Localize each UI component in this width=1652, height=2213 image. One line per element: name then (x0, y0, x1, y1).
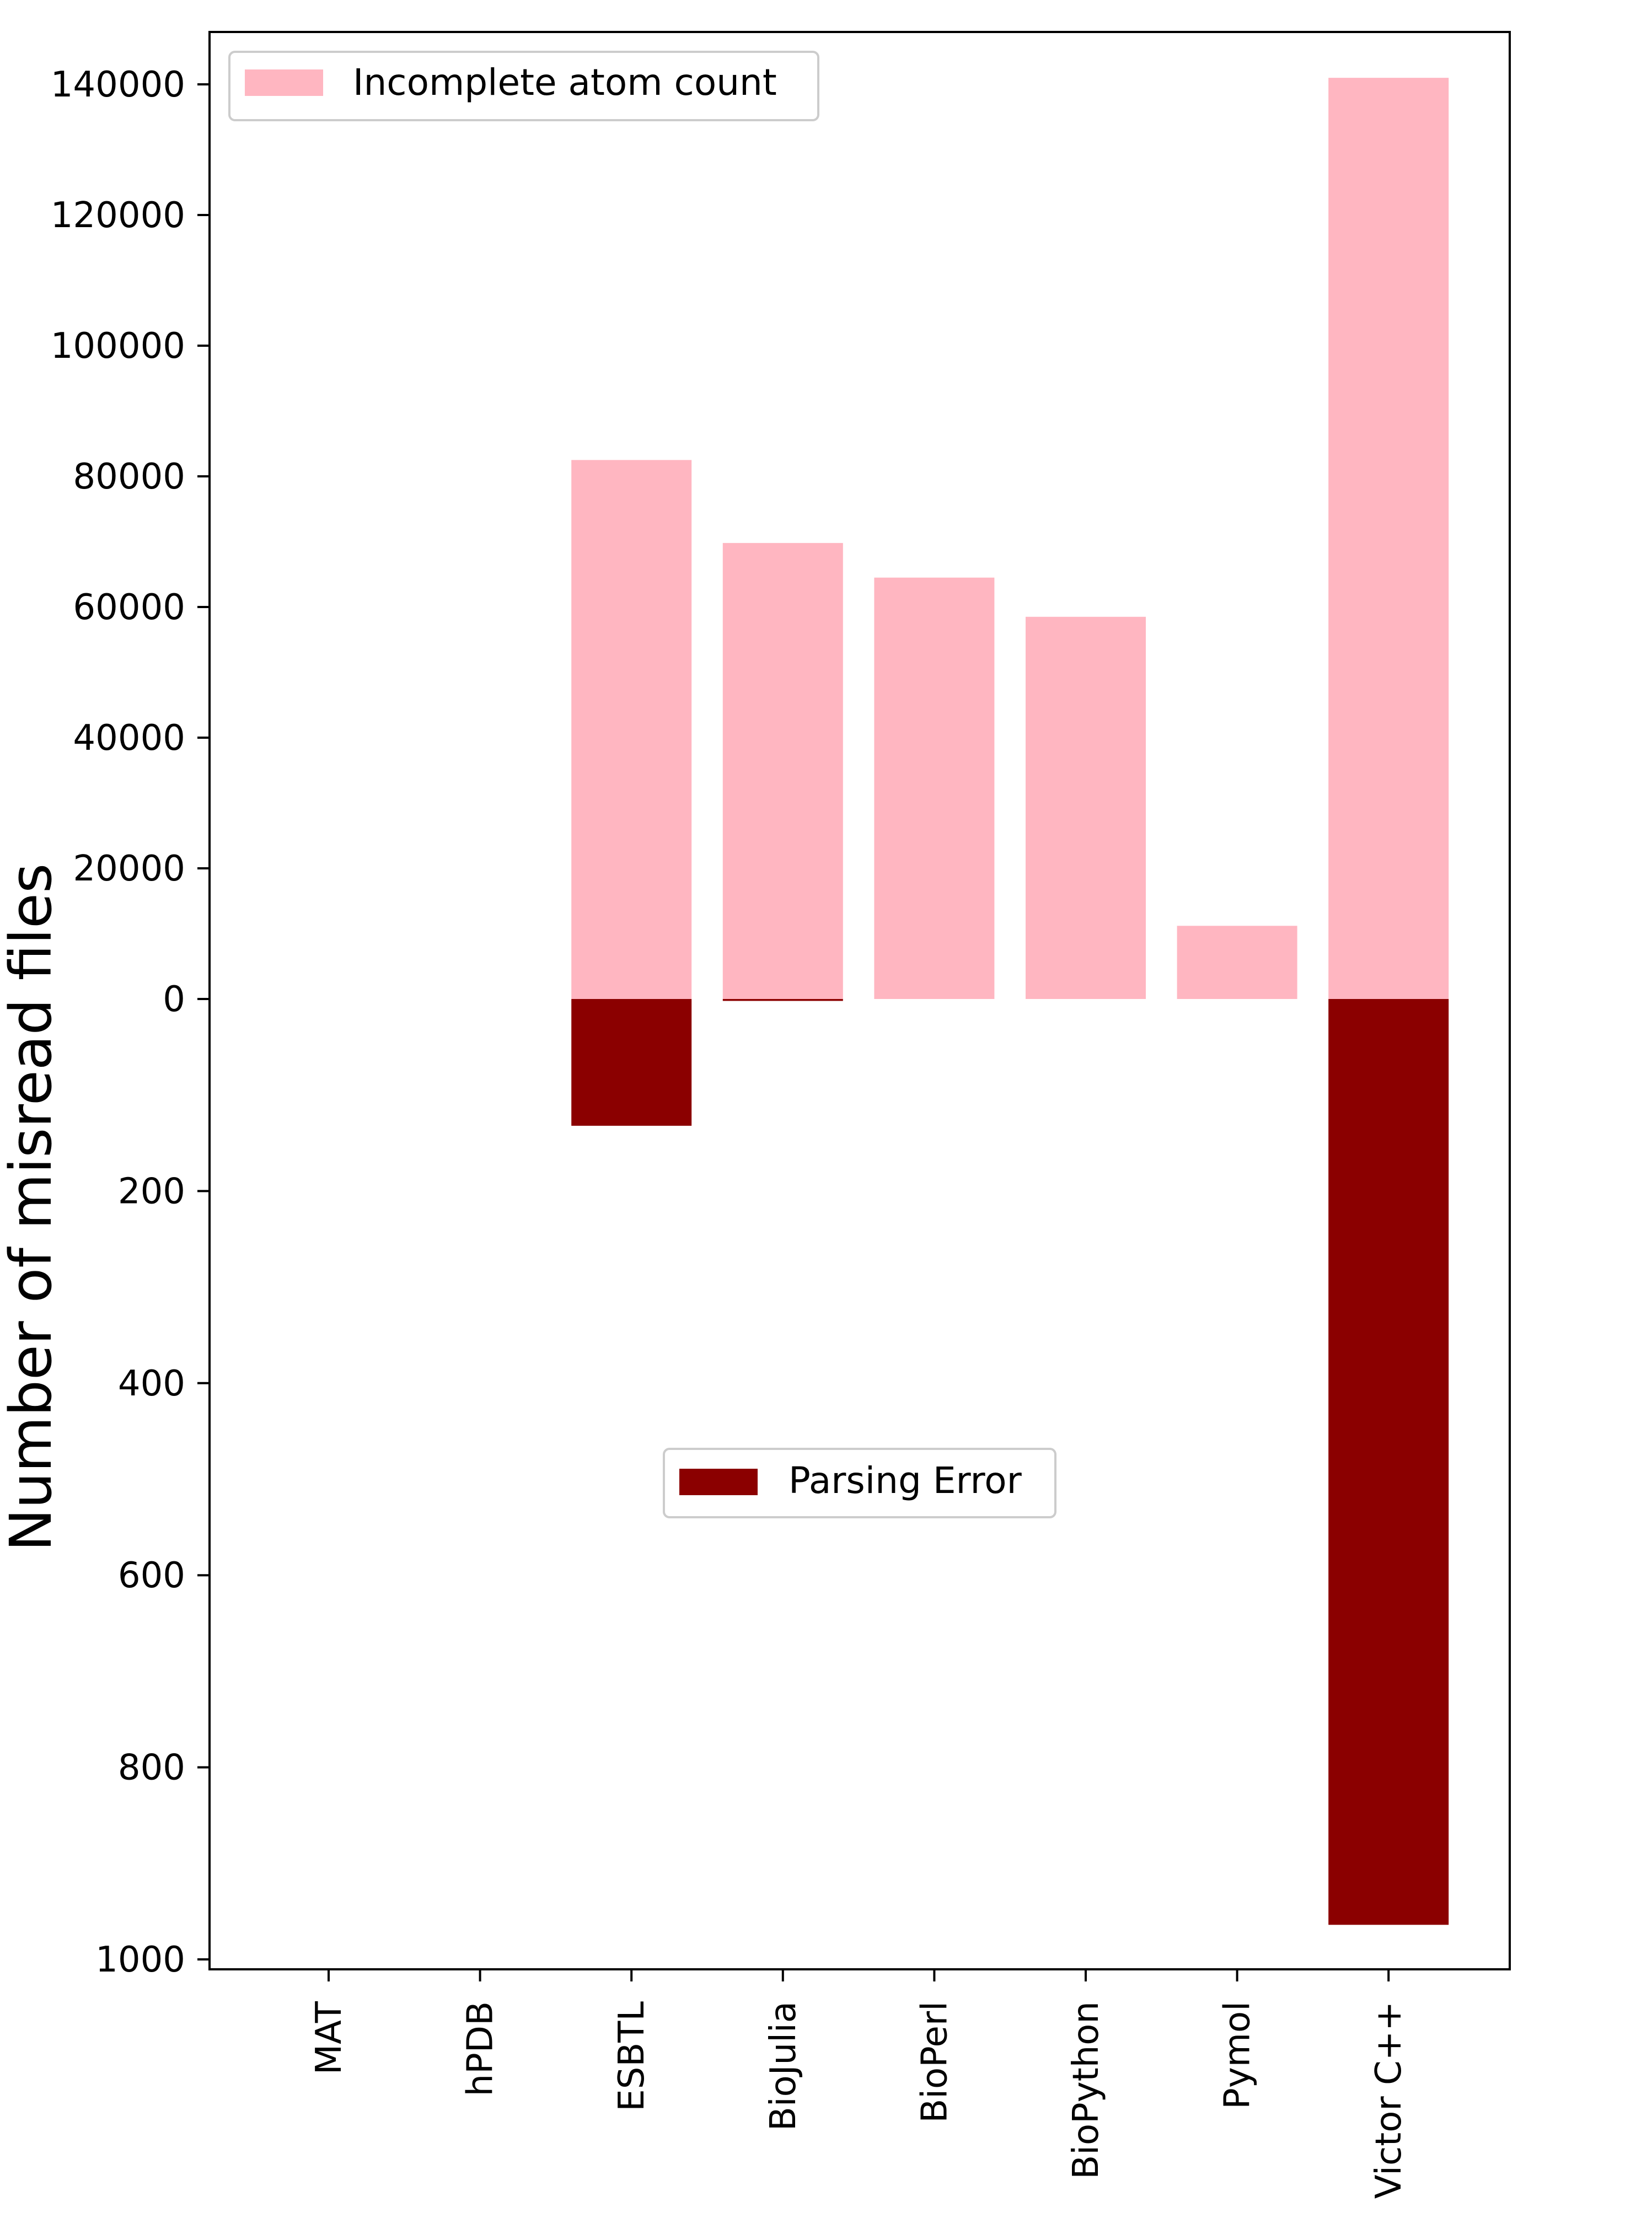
y-tick-label: 120000 (51, 195, 185, 236)
bar-incomplete-atom-count-pymol (1177, 926, 1297, 999)
bars-parsing-error (571, 999, 1449, 1925)
bar-parsing-error-victor-c (1328, 999, 1449, 1925)
y-tick-label: 200 (118, 1171, 185, 1212)
legend-frame (228, 51, 819, 121)
x-tick-label-biopython: BioPython (1066, 2001, 1107, 2179)
x-tick-label-pymol: Pymol (1217, 2001, 1258, 2109)
legend-incomplete-atom-count: Incomplete atom count (228, 51, 819, 121)
y-tick-label: 60000 (73, 587, 185, 628)
legend-label: Parsing Error (789, 1459, 1022, 1502)
legend-frame (663, 1448, 1056, 1518)
bar-incomplete-atom-count-esbtl (571, 460, 692, 999)
y-tick-label: 800 (118, 1748, 185, 1788)
x-tick-label-hpdb: hPDB (460, 2001, 501, 2096)
legend-label: Incomplete atom count (353, 61, 777, 104)
x-tick-label-biojulia: BioJulia (763, 2001, 804, 2131)
y-tick-label: 20000 (73, 848, 185, 889)
x-axis: MAT hPDB ESBTL BioJulia BioPerl BioPython Pymo… (309, 1969, 1409, 2199)
y-axis: 0 20000 40000 60000 80000 100000 120000 140000 2… (51, 65, 210, 1980)
y-tick-label: 40000 (73, 718, 185, 759)
y-tick-label: 140000 (51, 65, 185, 105)
bar-incomplete-atom-count-victor-c (1328, 78, 1449, 999)
x-tick-label-esbtl: ESBTL (612, 2001, 652, 2112)
bar-incomplete-atom-count-biopython (1026, 616, 1146, 999)
y-tick-label: 80000 (73, 456, 185, 497)
y-tick-label: 0 (163, 979, 185, 1020)
bar-parsing-error-esbtl (571, 999, 692, 1126)
bar-parsing-error-biojulia (722, 999, 843, 1001)
bar-incomplete-atom-count-biojulia (722, 542, 843, 999)
x-tick-label-victor-c: Victor C++ (1369, 2001, 1409, 2199)
x-tick-label-mat: MAT (309, 2001, 350, 2075)
legend-swatch (679, 1469, 758, 1495)
y-tick-label: 400 (118, 1363, 185, 1404)
legend-parsing-error: Parsing Error (663, 1448, 1056, 1518)
y-axis-label: Number of misread files (0, 863, 65, 1551)
y-tick-label: 600 (118, 1555, 185, 1596)
x-tick-label-bioperl: BioPerl (914, 2001, 955, 2123)
bar-incomplete-atom-count-bioperl (874, 577, 995, 999)
plot-frame (208, 31, 1511, 1970)
legend-swatch (245, 69, 323, 96)
y-tick-label: 1000 (95, 1940, 185, 1980)
bars-incomplete-atom-count (571, 78, 1449, 999)
y-tick-label: 100000 (51, 326, 185, 367)
